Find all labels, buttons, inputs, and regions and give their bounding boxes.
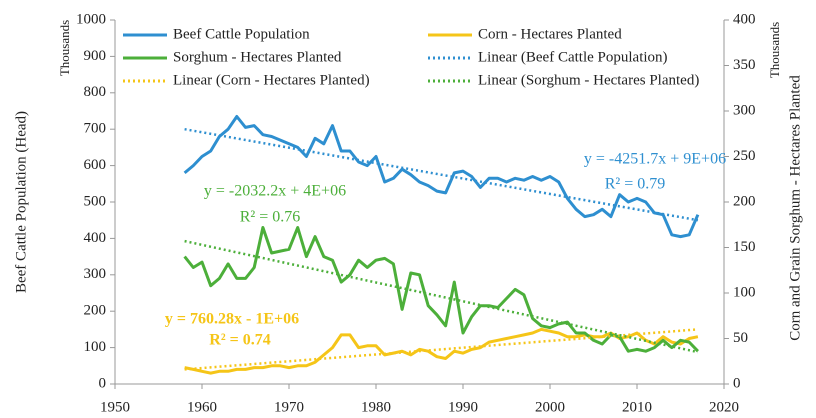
annotation: R² = 0.79 (605, 176, 666, 193)
y-axis-label: Beef Cattle Population (Head) (13, 111, 29, 293)
y-tick-label: 500 (84, 193, 107, 209)
y2-tick-label: 300 (733, 102, 756, 118)
legend-label: Sorghum - Hectares Planted (173, 49, 342, 65)
x-tick-label: 1980 (361, 399, 391, 415)
x-tick-label: 2020 (709, 399, 739, 415)
x-tick-label: 2000 (535, 399, 565, 415)
legend-label: Beef Cattle Population (173, 26, 310, 42)
trend-line (184, 328, 698, 371)
y2-tick-label: 50 (733, 330, 748, 346)
y-unit: Thousands (57, 20, 72, 76)
series-line (183, 115, 700, 239)
x-tick-label: 2010 (622, 399, 652, 415)
y-tick-label: 400 (84, 230, 107, 246)
y-tick-label: 600 (84, 157, 107, 173)
annotation: y = -4251.7x + 9E+06 (584, 151, 726, 168)
y-tick-label: 800 (84, 84, 107, 100)
y2-tick-label: 0 (733, 375, 741, 391)
y2-tick-label: 350 (733, 57, 756, 73)
y2-tick-label: 200 (733, 193, 756, 209)
y-tick-label: 700 (84, 121, 107, 137)
annotation: y = 760.28x - 1E+06 (165, 311, 299, 328)
annotation: R² = 0.74 (209, 332, 270, 349)
y2-tick-label: 100 (733, 284, 756, 300)
y2-tick-label: 150 (733, 239, 756, 255)
y2-tick-label: 250 (733, 148, 756, 164)
y-tick-label: 100 (84, 339, 107, 355)
y2-unit: Thousands (767, 22, 782, 78)
x-tick-label: 1960 (187, 399, 217, 415)
y-tick-label: 0 (99, 375, 107, 391)
y-tick-label: 200 (84, 303, 107, 319)
y-tick-label: 900 (84, 48, 107, 64)
y-tick-label: 1000 (76, 11, 106, 27)
y2-axis-label: Corn and Grain Sorghum - Hectares Plante… (787, 75, 803, 341)
annotation: y = -2032.2x + 4E+06 (204, 183, 346, 200)
x-tick-label: 1950 (100, 399, 130, 415)
series-line (183, 226, 699, 353)
trend-line (184, 127, 699, 222)
y2-tick-label: 400 (733, 11, 756, 27)
legend-label: Corn - Hectares Planted (478, 26, 622, 42)
legend-label: Linear (Sorghum - Hectares Planted) (478, 72, 699, 88)
legend-label: Linear (Corn - Hectares Planted) (173, 72, 370, 88)
x-tick-label: 1990 (448, 399, 478, 415)
x-tick-label: 1970 (274, 399, 304, 415)
y-tick-label: 300 (84, 266, 107, 282)
annotation: R² = 0.76 (240, 209, 301, 226)
legend-label: Linear (Beef Cattle Population) (478, 49, 668, 65)
